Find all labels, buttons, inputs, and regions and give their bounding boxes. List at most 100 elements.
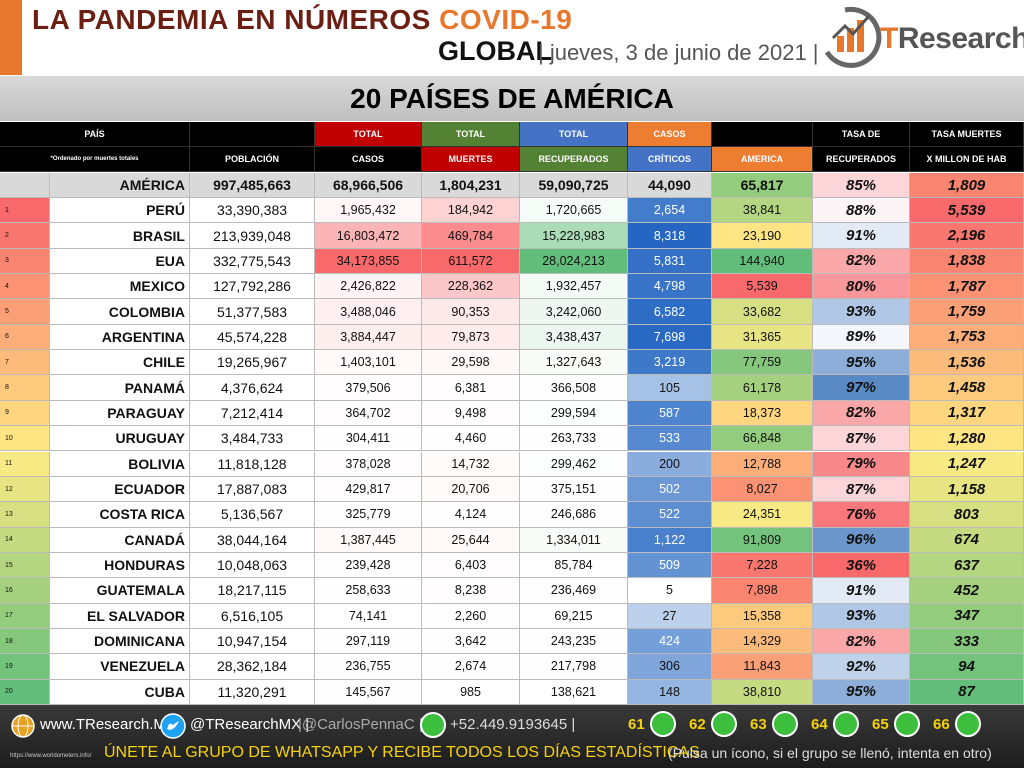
country-cell: ARGENTINA [50,324,190,351]
data-cell: 4,460 [422,426,520,452]
data-cell: 34,173,855 [315,248,422,275]
total-cell: 85% [813,173,910,198]
rank-cell: 1 [0,198,50,224]
rank-cell: 11 [0,451,50,477]
data-cell: 17,887,083 [190,476,315,503]
data-cell: 3,488,046 [315,299,422,325]
country-cell: BOLIVIA [50,451,190,477]
whatsapp-group-icon[interactable] [711,711,737,737]
rank-cell: 15 [0,552,50,579]
source: https://www.worldometers.info/ [10,753,92,759]
banner: 20 PAÍSES DE AMÉRICA [0,76,1024,121]
data-cell: 1,317 [910,400,1024,427]
data-cell: 76% [813,502,910,528]
data-cell: 91,809 [712,527,813,553]
group-number[interactable]: 64 [811,716,828,733]
country-cell: ECUADOR [50,476,190,503]
data-cell: 263,733 [520,426,628,452]
whatsapp-group-icon[interactable] [833,711,859,737]
header-cell: CRÍTICOS [628,147,712,172]
data-cell: 5 [628,578,712,604]
data-cell: 332,775,543 [190,248,315,275]
country-cell: AMÉRICA [50,173,190,198]
data-cell: 93% [813,299,910,325]
header-cell: PAÍS [0,122,190,147]
scope: GLOBAL [438,36,552,66]
data-cell: 424 [628,628,712,655]
data-cell: 87% [813,426,910,452]
group-number[interactable]: 62 [689,716,706,733]
data-cell: 85,784 [520,552,628,579]
data-cell: 15,358 [712,603,813,629]
data-cell: 74,141 [315,603,422,629]
data-cell: 258,633 [315,578,422,604]
data-cell: 7,698 [628,324,712,351]
site[interactable]: www.TResearch.Mx | [40,716,182,733]
header-cell: PRUEBAS X 100K HAB [712,122,813,147]
data-cell: 366,508 [520,375,628,401]
country-cell: COSTA RICA [50,502,190,528]
group-number[interactable]: 66 [933,716,950,733]
data-cell: 1,387,445 [315,527,422,553]
title: LA PANDEMIA EN NÚMEROS COVID-19 [32,4,572,36]
data-cell: 90,353 [422,299,520,325]
data-cell: 28,362,184 [190,654,315,680]
logo-icon [824,6,882,68]
whatsapp-group-icon[interactable] [894,711,920,737]
header-cell: CASOS [628,122,712,147]
whatsapp-group-icon[interactable] [650,711,676,737]
data-cell: 243,235 [520,628,628,655]
data-cell: 95% [813,350,910,376]
data-cell: 1,720,665 [520,198,628,224]
data-cell: 29,598 [422,350,520,376]
group-number[interactable]: 63 [750,716,767,733]
country-cell: DOMINICANA [50,628,190,655]
data-cell: 1,247 [910,451,1024,477]
author: |@CarlosPennaC | [298,716,423,733]
data-cell: 36% [813,552,910,579]
total-cell: 1,804,231 [422,173,520,198]
data-cell: 14,329 [712,628,813,655]
data-cell: 148 [628,679,712,705]
data-cell: 33,390,383 [190,198,315,224]
data-cell: 6,403 [422,552,520,579]
data-cell: 38,044,164 [190,527,315,553]
data-cell: 1,759 [910,299,1024,325]
header-cell [190,122,315,147]
data-cell: 87% [813,476,910,503]
group-number[interactable]: 61 [628,716,645,733]
total-cell: 65,817 [712,173,813,198]
rank-cell: 13 [0,502,50,528]
data-cell: 347 [910,603,1024,629]
data-cell: 8,238 [422,578,520,604]
rank-cell: 8 [0,375,50,401]
group-number[interactable]: 65 [872,716,889,733]
data-cell: 20,706 [422,476,520,503]
country-cell: VENEZUELA [50,654,190,680]
header-cell: TASA MUERTES [910,122,1024,147]
data-cell: 429,817 [315,476,422,503]
data-cell: 82% [813,628,910,655]
twitter[interactable]: @TResearchMX | [190,716,310,733]
data-cell: 6,516,105 [190,603,315,629]
data-cell: 8,027 [712,476,813,503]
whatsapp-group-icon[interactable] [772,711,798,737]
total-cell: 68,966,506 [315,173,422,198]
data-cell: 985 [422,679,520,705]
data-cell: 1,536 [910,350,1024,376]
data-cell: 89% [813,324,910,351]
data-cell: 80% [813,274,910,300]
data-cell: 3,884,447 [315,324,422,351]
twitter-icon[interactable] [160,713,186,739]
rank-cell: 4 [0,274,50,300]
data-cell: 2,196 [910,223,1024,249]
data-cell: 25,644 [422,527,520,553]
data-cell: 1,458 [910,375,1024,401]
whatsapp-icon[interactable] [420,712,446,738]
whatsapp-group-icon[interactable] [955,711,981,737]
rank-cell: 19 [0,654,50,680]
date: | jueves, 3 de junio de 2021 | [538,40,819,65]
data-cell: 93% [813,603,910,629]
data-cell: 803 [910,502,1024,528]
data-cell: 379,506 [315,375,422,401]
